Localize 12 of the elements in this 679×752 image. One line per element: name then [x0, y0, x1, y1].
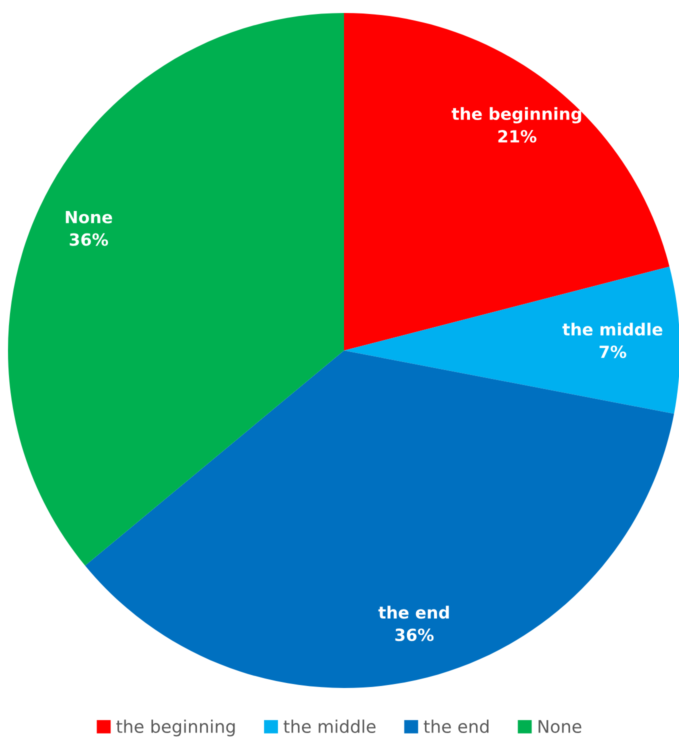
- legend-label: the end: [424, 720, 488, 734]
- data-label: 36%: [70, 233, 108, 246]
- slice-label: the beginning: [452, 107, 582, 124]
- data-label: 7%: [600, 345, 626, 358]
- data-label: 36%: [395, 628, 434, 642]
- slice-label: the end: [378, 606, 449, 619]
- slice-label: the middle: [562, 322, 662, 336]
- slice-label: None: [66, 211, 112, 224]
- legend-label: None: [538, 720, 582, 734]
- legend-label: the middle: [284, 720, 376, 734]
- legend-label: the beginning: [116, 720, 235, 736]
- data-label: 21%: [498, 130, 536, 143]
